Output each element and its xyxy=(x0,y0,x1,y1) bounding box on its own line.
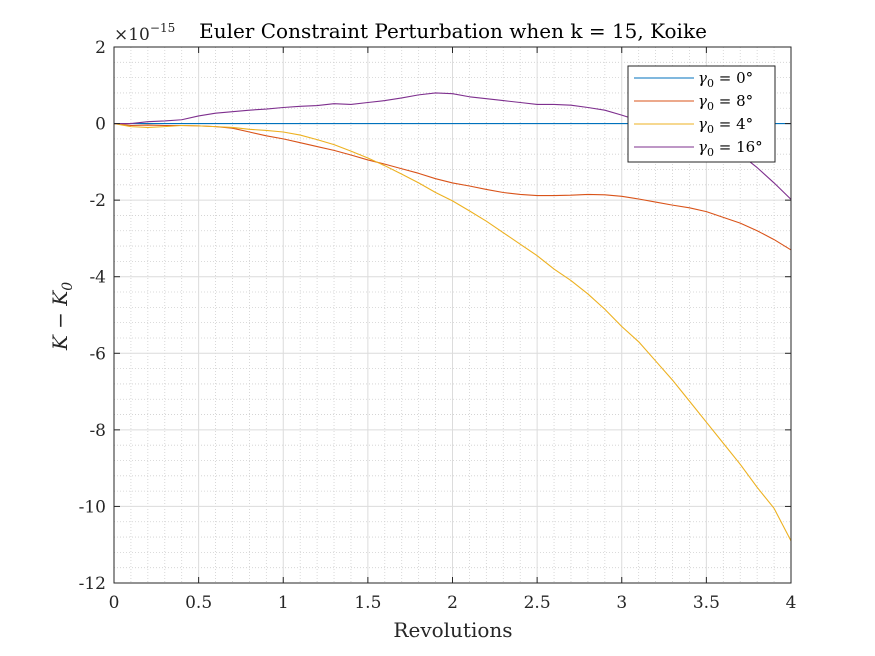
series-line-2 xyxy=(113,123,792,542)
legend-label-1: γ0 = 8° xyxy=(698,92,753,113)
x-tick-label: 0.5 xyxy=(185,593,212,613)
x-tick-label: 1.5 xyxy=(354,593,381,613)
y-tick-label: -12 xyxy=(79,574,106,594)
x-axis-label: Revolutions xyxy=(393,618,512,642)
legend-items: γ0 = 0°γ0 = 8°γ0 = 4°γ0 = 16° xyxy=(634,69,763,159)
y-tick-label: -10 xyxy=(79,497,106,517)
y-tick-label: -2 xyxy=(89,191,106,211)
y-tick-label: -4 xyxy=(89,268,106,288)
y-axis-label-main: K − K xyxy=(48,290,72,351)
y-tick-label: -6 xyxy=(89,344,106,364)
y-exponent-base: ×10 xyxy=(114,25,150,45)
y-exponent-power: −15 xyxy=(150,21,175,35)
x-tick-label: 4 xyxy=(786,593,797,613)
legend-label-0: γ0 = 0° xyxy=(698,69,753,90)
x-tick-label: 0 xyxy=(109,593,120,613)
y-tick-labels: 2 0 -2 -4 -6 -8 -10 -12 xyxy=(79,38,106,594)
legend-label-2: γ0 = 4° xyxy=(698,115,753,136)
y-axis-label: K − K0 xyxy=(48,282,76,351)
y-axis-label-sub: 0 xyxy=(60,282,76,291)
y-tick-label: 2 xyxy=(95,38,106,58)
legend-box xyxy=(627,65,776,163)
x-tick-label: 3.5 xyxy=(693,593,720,613)
x-tick-label: 2 xyxy=(447,593,458,613)
tick-marks xyxy=(113,46,792,584)
x-tick-label: 3 xyxy=(616,593,627,613)
chart-title: Euler Constraint Perturbation when k = 1… xyxy=(199,19,707,43)
y-tick-label: -8 xyxy=(89,421,106,441)
x-tick-labels: 0 0.5 1 1.5 2 2.5 3 3.5 4 xyxy=(109,593,797,613)
legend: γ0 = 0°γ0 = 8°γ0 = 4°γ0 = 16° xyxy=(627,65,776,163)
legend-label-3: γ0 = 16° xyxy=(698,138,763,159)
y-exponent-label: ×10−15 xyxy=(114,21,175,45)
x-tick-label: 2.5 xyxy=(524,593,551,613)
y-tick-label: 0 xyxy=(95,115,106,135)
x-tick-label: 1 xyxy=(278,593,289,613)
